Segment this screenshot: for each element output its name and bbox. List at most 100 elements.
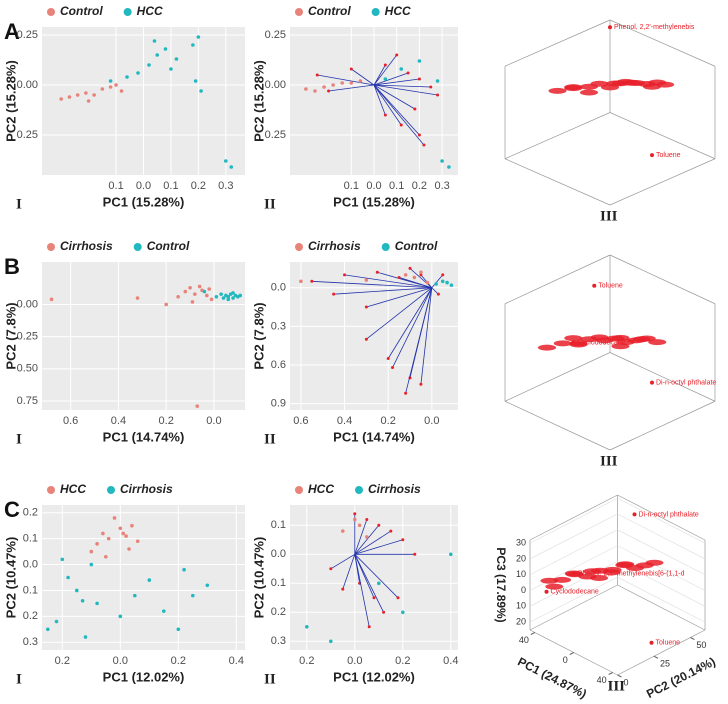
point <box>84 91 88 95</box>
annotated-point <box>592 283 597 288</box>
y-tick-label: 0.50 <box>17 363 38 375</box>
point <box>611 343 630 350</box>
panel-letter: B <box>4 254 20 279</box>
loading-arrow <box>420 287 433 385</box>
plot-background <box>290 262 458 410</box>
legend-swatch <box>381 243 390 251</box>
loading-arrow <box>409 268 433 289</box>
point <box>353 517 357 522</box>
point <box>590 575 609 582</box>
point <box>86 99 91 103</box>
point <box>440 279 445 284</box>
loading-tip <box>395 53 399 57</box>
loading-tip <box>408 266 412 270</box>
tick-mark <box>690 637 695 640</box>
loading-tip <box>441 273 445 277</box>
annotation: Toluene <box>656 640 681 647</box>
x-tick-label: 0.6 <box>63 415 78 427</box>
point <box>553 340 572 347</box>
y-tick-label: 0.1 <box>23 533 38 545</box>
x-tick-label: 0.0 <box>206 415 221 427</box>
point <box>223 159 228 163</box>
loading-arrow <box>354 554 399 599</box>
point <box>364 278 369 282</box>
loading-arrow <box>398 277 432 289</box>
legend-label: Control <box>147 239 190 253</box>
loading-tip <box>332 292 336 296</box>
loading-tip <box>397 275 401 279</box>
point <box>197 284 202 289</box>
y-tick-label: 0.3 <box>271 320 286 332</box>
grid-line <box>529 545 706 591</box>
y-axis-label: PC2 (10.47%) <box>3 537 18 619</box>
x-tick-label: 0.2 <box>299 655 314 667</box>
point <box>101 531 105 536</box>
point <box>403 273 408 277</box>
point <box>174 57 179 61</box>
x-tick-label: 0.0 <box>424 415 439 427</box>
point <box>130 523 134 528</box>
point <box>305 625 309 629</box>
point <box>92 93 96 97</box>
point <box>340 81 345 85</box>
annotated-point <box>608 25 612 30</box>
legend-swatch <box>47 243 55 251</box>
y-tick-label: 0.2 <box>271 606 286 618</box>
point <box>401 610 405 615</box>
point <box>54 619 59 624</box>
x-tick-label: 0.2 <box>395 655 410 667</box>
annotation: Di-n-octyl phthalate <box>639 511 699 518</box>
legend-swatch <box>371 8 380 16</box>
loading-tip <box>353 512 357 516</box>
loading-arrow <box>342 554 356 590</box>
point <box>434 282 438 286</box>
loading-tip <box>375 270 379 274</box>
x-tick-label: 0.1 <box>344 180 359 192</box>
point <box>440 159 444 163</box>
point <box>304 87 308 91</box>
tick-mark <box>608 672 613 675</box>
annotated-point <box>649 640 654 645</box>
point <box>112 516 117 520</box>
point <box>329 639 333 644</box>
legend-swatch <box>123 8 132 16</box>
loading-arrow <box>354 519 368 555</box>
legend-label: Cirrhosis <box>308 239 361 253</box>
annotation: Toluene <box>598 283 623 290</box>
point <box>75 588 79 593</box>
loading-tip <box>329 567 333 571</box>
y-tick-label: 0.00 <box>265 79 286 91</box>
point <box>417 59 422 63</box>
loading-tip <box>341 587 345 591</box>
point <box>191 43 195 47</box>
x-tick-label: 0.4 <box>229 655 244 667</box>
loading-arrow <box>373 84 386 116</box>
point <box>615 562 634 569</box>
legend-swatch <box>133 243 142 251</box>
loading-tip <box>422 143 426 147</box>
annotated-point <box>571 340 576 345</box>
y-tick-label: 50 <box>696 640 706 650</box>
point <box>124 534 128 538</box>
point <box>196 35 201 39</box>
point <box>632 336 651 343</box>
x-tick-label: 0.6 <box>293 415 308 427</box>
point <box>377 581 381 586</box>
loading-arrow <box>373 84 402 126</box>
loading-tip <box>310 279 314 283</box>
point <box>152 39 157 43</box>
x-tick-label: 40 <box>519 635 529 645</box>
loading-tip <box>364 337 368 341</box>
annotated-point <box>650 153 654 158</box>
sub-label: I <box>16 196 22 212</box>
annotation: Cyclododecane <box>577 339 625 346</box>
point <box>163 47 168 51</box>
point <box>100 87 105 91</box>
legend-label: Cirrhosis <box>120 482 173 496</box>
loading-arrow <box>387 287 433 359</box>
tick-mark <box>617 674 622 678</box>
point <box>611 80 630 87</box>
y-tick-label: 0.75 <box>17 395 38 407</box>
point <box>580 89 598 96</box>
loading-arrow <box>328 84 375 92</box>
